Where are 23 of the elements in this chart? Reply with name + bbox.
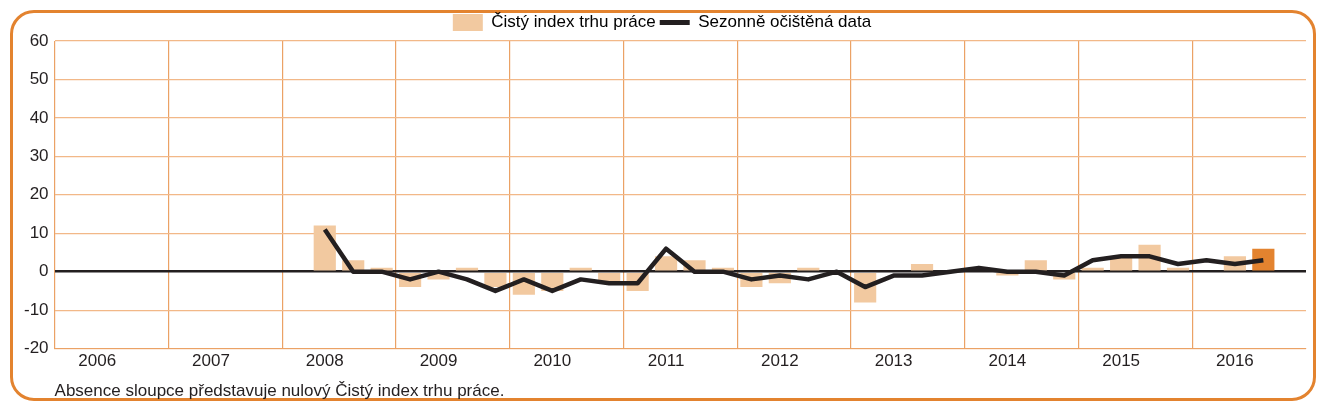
- x-tick-label: 2011: [647, 351, 685, 371]
- x-tick-label: 2013: [874, 351, 913, 371]
- x-tick-label: 2006: [78, 351, 117, 371]
- x-tick-label: 2012: [760, 351, 799, 371]
- x-tick-label: 2016: [1215, 351, 1254, 371]
- y-tick-label: 60: [29, 30, 49, 50]
- x-tick-label: 2007: [192, 351, 230, 371]
- x-tick-label: 2014: [988, 351, 1027, 371]
- y-tick-label: 40: [29, 107, 49, 127]
- x-tick-label: 2009: [419, 351, 458, 371]
- legend-label: Sezonně očištěná data: [698, 12, 872, 32]
- y-tick-label: 10: [29, 222, 49, 242]
- y-tick-label: 20: [29, 184, 49, 204]
- y-tick-label: 0: [39, 261, 49, 281]
- x-tick-label: 2015: [1102, 351, 1141, 371]
- x-tick-label: 2010: [533, 351, 572, 371]
- y-tick-label: -20: [23, 338, 49, 358]
- legend-label: Čistý index trhu práce: [491, 12, 656, 32]
- y-tick-label: 50: [29, 69, 49, 89]
- text: Absence sloupce představuje nulový Čistý index trhu práce.: [54, 381, 505, 400]
- y-tick-label: 30: [29, 146, 49, 166]
- x-tick-label: 2008: [305, 351, 344, 371]
- y-tick-label: -10: [23, 299, 49, 319]
